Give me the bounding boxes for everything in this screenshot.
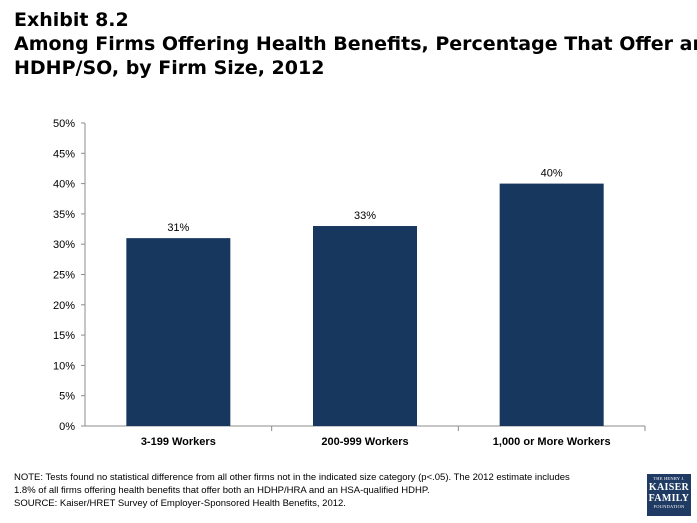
y-tick-label: 10% bbox=[53, 360, 75, 372]
bar bbox=[126, 238, 231, 426]
y-tick-label: 25% bbox=[53, 270, 75, 282]
source-line: SOURCE: Kaiser/HRET Survey of Employer-S… bbox=[14, 498, 346, 509]
data-label: 33% bbox=[354, 210, 376, 222]
y-tick-label: 35% bbox=[53, 209, 75, 221]
bar-chart: 0% 5% 10% 15% 20% 25% 30% 35% 40% 45% 50% 31% 3-199 … bbox=[53, 118, 646, 448]
note-line-2: 1.8% of all firms offering health benefi… bbox=[14, 485, 430, 496]
exhibit-number: Exhibit 8.2 bbox=[14, 9, 129, 31]
y-tick-label: 30% bbox=[53, 239, 75, 251]
logo-line-3: FAMILY bbox=[648, 493, 690, 504]
bar bbox=[499, 183, 604, 426]
y-tick-label: 5% bbox=[59, 391, 75, 403]
x-tick-label: 1,000 or More Workers bbox=[493, 436, 611, 448]
kff-logo: THE HENRY J. KAISER FAMILY FOUNDATION bbox=[647, 474, 691, 516]
y-tick-label: 0% bbox=[59, 421, 75, 433]
y-tick-label: 15% bbox=[53, 330, 75, 342]
logo-line-4: FOUNDATION bbox=[653, 504, 685, 509]
y-tick-label: 50% bbox=[53, 118, 75, 130]
y-tick-label: 40% bbox=[53, 179, 75, 191]
title-line-2: HDHP/SO, by Firm Size, 2012 bbox=[14, 57, 325, 79]
logo-line-2: KAISER bbox=[648, 482, 690, 493]
data-label: 40% bbox=[541, 168, 563, 180]
x-tick-label: 3-199 Workers bbox=[141, 436, 216, 448]
title-line-1: Among Firms Offering Health Benefits, Pe… bbox=[14, 33, 697, 55]
y-tick-label: 45% bbox=[53, 148, 75, 160]
logo-line-1: THE HENRY J. bbox=[653, 476, 685, 481]
chart-title: Exhibit 8.2 Among Firms Offering Health … bbox=[14, 8, 697, 80]
note-line-1: NOTE: Tests found no statistical differe… bbox=[14, 472, 570, 483]
x-tick-label: 200-999 Workers bbox=[321, 436, 408, 448]
bar bbox=[313, 226, 417, 426]
data-label: 31% bbox=[167, 222, 189, 234]
y-tick-label: 20% bbox=[53, 300, 75, 312]
footnotes: NOTE: Tests found no statistical differe… bbox=[14, 471, 629, 510]
